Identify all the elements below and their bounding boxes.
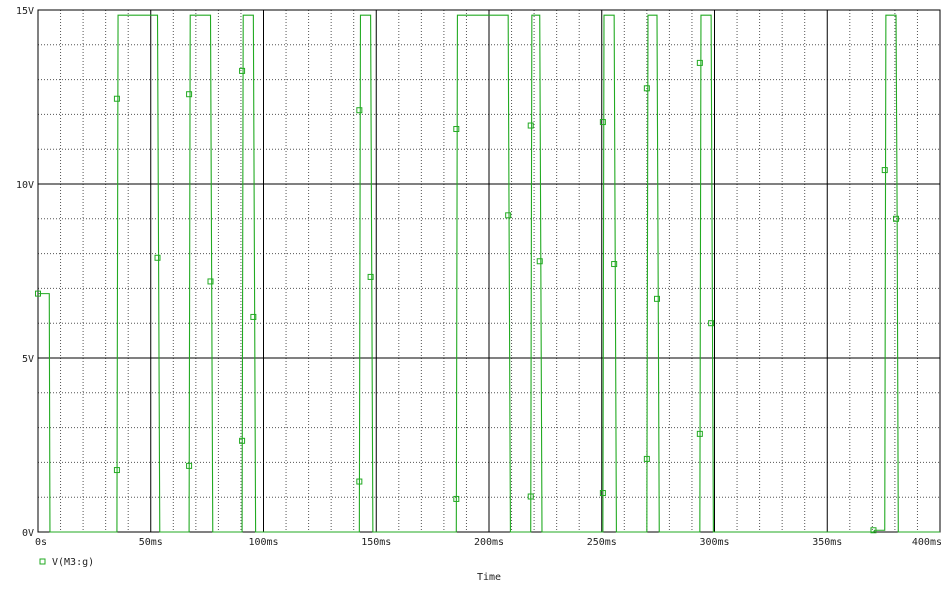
- x-tick-label: 350ms: [812, 537, 842, 548]
- series-marker: [870, 527, 877, 534]
- series-marker: [356, 478, 363, 485]
- series-marker: [643, 455, 650, 462]
- x-axis-title: Time: [477, 572, 501, 583]
- series-marker: [239, 67, 246, 74]
- series-marker: [207, 278, 214, 285]
- x-tick-label: 200ms: [474, 537, 504, 548]
- series-marker: [708, 320, 715, 327]
- series-marker: [113, 467, 120, 474]
- series-marker: [611, 261, 618, 268]
- series-marker: [643, 85, 650, 92]
- series-marker: [599, 119, 606, 126]
- x-tick-label: 400ms: [912, 537, 942, 548]
- series-marker: [653, 295, 660, 302]
- x-tick-label: 150ms: [361, 537, 391, 548]
- series-marker: [599, 490, 606, 497]
- grid-layer: [37, 9, 941, 533]
- tick-label-layer: 0s 50ms 100ms 150ms 200ms 250ms 300ms 350ms 400m…: [16, 6, 942, 548]
- series-marker: [113, 95, 120, 102]
- series-marker: [505, 212, 512, 219]
- series-marker: [186, 91, 193, 98]
- y-tick-label: 15V: [16, 6, 34, 17]
- legend: V(M3:g): [39, 557, 94, 568]
- series-marker: [367, 273, 374, 280]
- legend-series-label: V(M3:g): [52, 557, 94, 568]
- series-marker: [893, 215, 900, 222]
- series-marker: [527, 122, 534, 129]
- series-marker: [186, 462, 193, 469]
- x-tick-label: 0s: [35, 537, 47, 548]
- series-marker: [881, 167, 888, 174]
- x-tick-label: 250ms: [587, 537, 617, 548]
- series-marker: [356, 107, 363, 114]
- x-tick-label: 300ms: [699, 537, 729, 548]
- y-tick-label: 0V: [22, 528, 34, 539]
- series-marker: [696, 430, 703, 437]
- series-marker: [239, 437, 246, 444]
- series-layer: [38, 14, 940, 533]
- x-tick-label: 100ms: [248, 537, 278, 548]
- y-tick-label: 5V: [22, 354, 34, 365]
- series-marker: [154, 254, 161, 261]
- series-marker: [696, 59, 703, 66]
- series-marker: [453, 126, 460, 133]
- series-marker: [35, 290, 41, 297]
- series-marker: [250, 313, 257, 320]
- series-marker: [536, 258, 543, 265]
- frame-layer: [37, 9, 941, 533]
- series-marker: [527, 493, 534, 500]
- series-marker: [453, 495, 460, 502]
- marker-layer: [35, 59, 900, 534]
- series-line-0: [38, 14, 940, 533]
- y-tick-label: 10V: [16, 180, 34, 191]
- x-tick-label: 50ms: [139, 537, 163, 548]
- legend-series-swatch: [39, 558, 46, 565]
- plot-frame: [37, 9, 941, 533]
